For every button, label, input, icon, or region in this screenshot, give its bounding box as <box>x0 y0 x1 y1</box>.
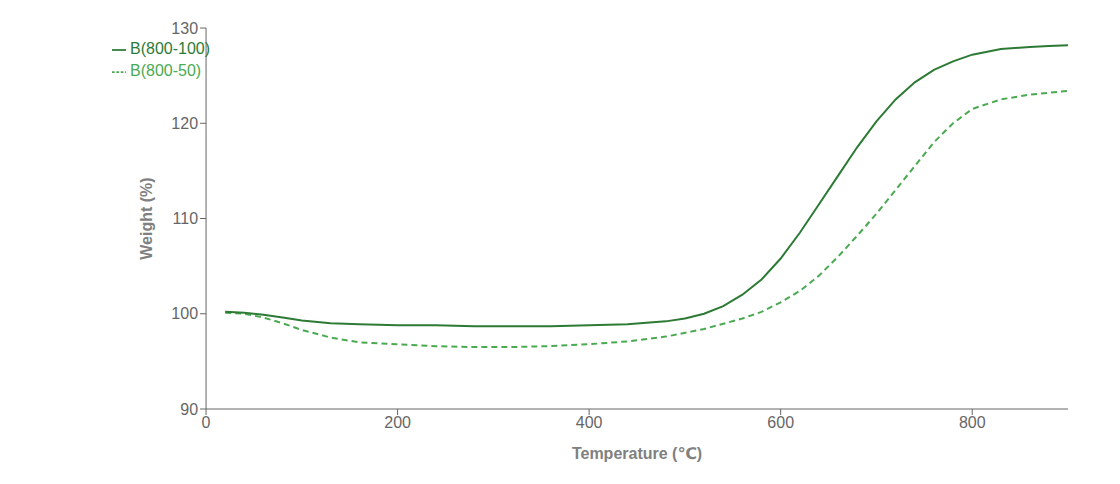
svg-text:0: 0 <box>202 414 211 431</box>
html-text:B(800-100): B(800-100) <box>130 40 210 57</box>
svg-text:Temperature (℃): Temperature (℃) <box>572 445 702 462</box>
svg-text:600: 600 <box>767 414 794 431</box>
svg-text:400: 400 <box>576 414 603 431</box>
svg-text:110: 110 <box>173 210 199 227</box>
html-text:B(800-50): B(800-50) <box>130 62 202 79</box>
svg-text:200: 200 <box>384 414 411 431</box>
svg-text:800: 800 <box>959 414 986 431</box>
svg-text:130: 130 <box>171 20 198 37</box>
svg-text:120: 120 <box>171 115 198 132</box>
svg-text:90: 90 <box>180 401 198 418</box>
svg-text:100: 100 <box>171 305 198 322</box>
svg-text:Weight (%): Weight (%) <box>138 177 155 259</box>
